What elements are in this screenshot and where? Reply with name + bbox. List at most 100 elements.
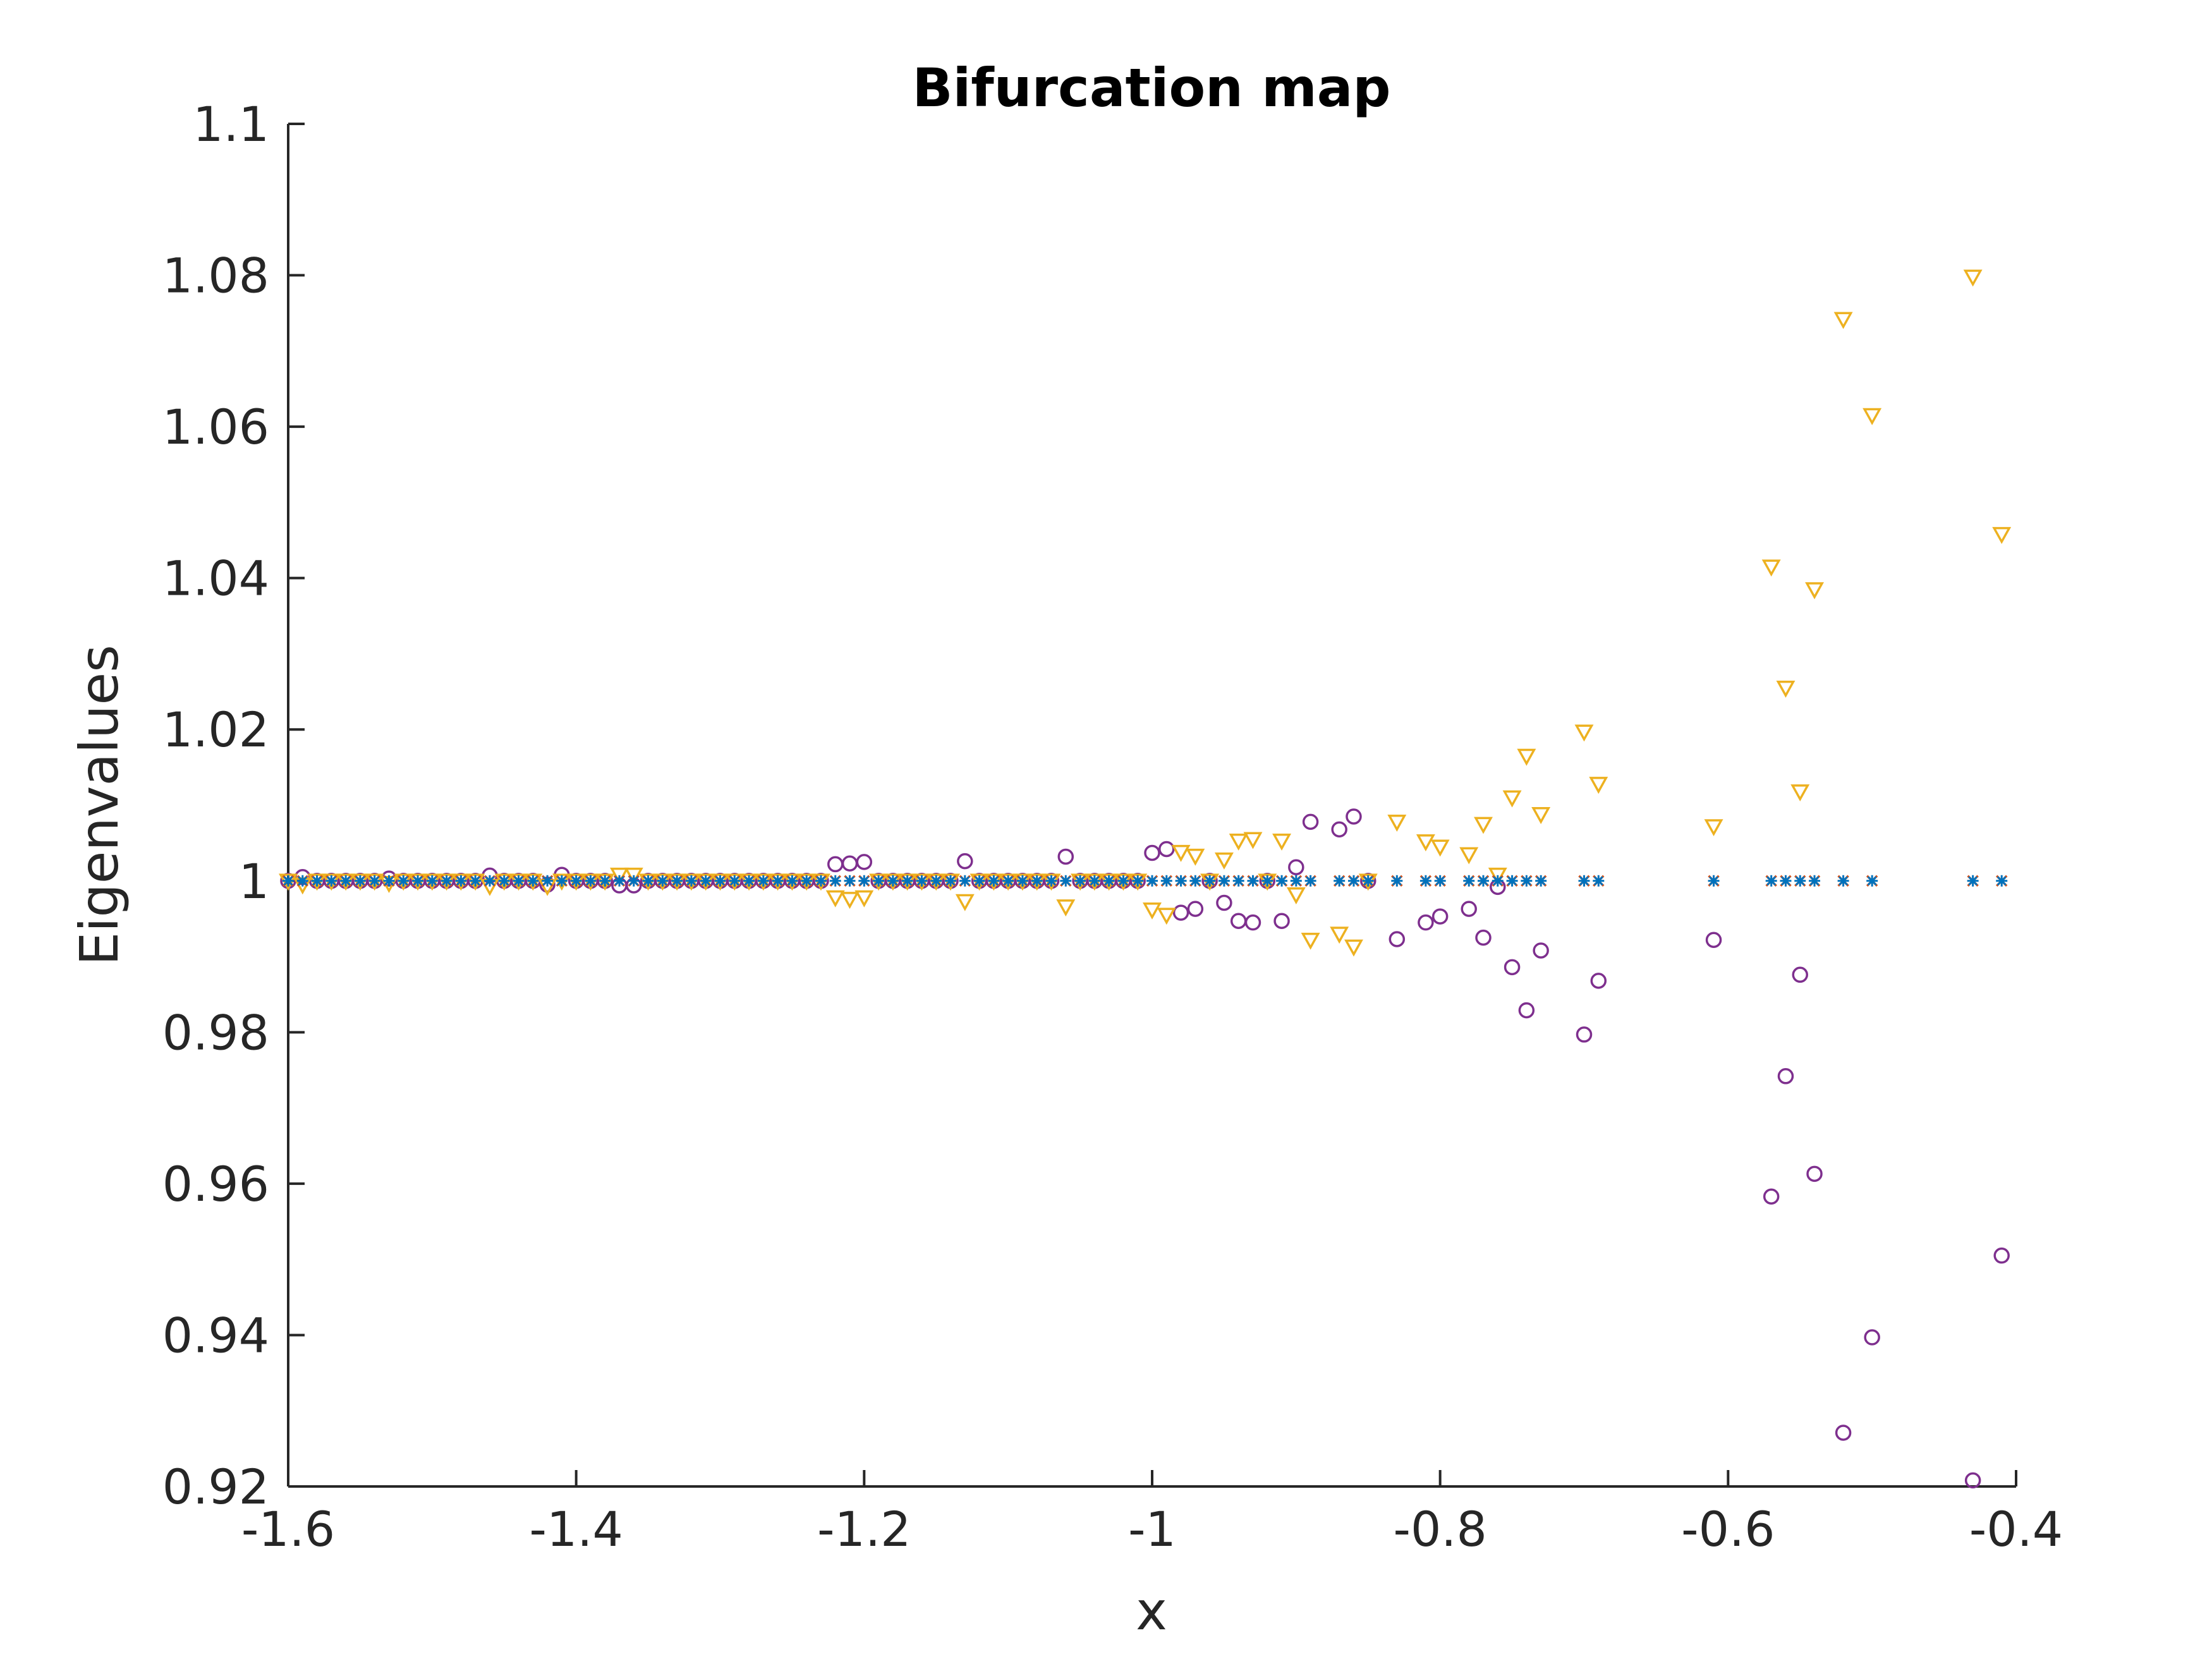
point-triangle (1143, 902, 1162, 920)
point-asterisk (1117, 875, 1129, 887)
point-asterisk (945, 875, 957, 887)
point-asterisk (599, 875, 611, 887)
point-asterisk (1347, 875, 1359, 887)
point-asterisk (1103, 875, 1115, 887)
point-circle (1504, 959, 1521, 976)
point-triangle (1430, 839, 1450, 857)
point-asterisk (1506, 875, 1518, 887)
point-circle (957, 853, 973, 870)
point-circle (1158, 841, 1175, 858)
point-circle (1244, 914, 1261, 931)
point-triangle (1574, 724, 1594, 742)
point-asterisk (786, 875, 798, 887)
point-asterisk (1218, 875, 1230, 887)
point-asterisk (383, 875, 395, 887)
point-triangle (1243, 832, 1263, 849)
point-asterisk (1304, 875, 1316, 887)
point-circle (1763, 1188, 1780, 1205)
point-triangle (1056, 899, 1076, 917)
chart-title: Bifurcation map (912, 57, 1390, 119)
point-asterisk (916, 875, 928, 887)
point-asterisk (1967, 875, 1979, 887)
point-asterisk (354, 875, 366, 887)
y-tick-label: 0.96 (162, 1156, 269, 1212)
point-asterisk (829, 875, 841, 887)
x-tick-label: -0.4 (1969, 1501, 2063, 1557)
point-circle (1533, 942, 1549, 959)
point-asterisk (1074, 875, 1086, 887)
point-circle (856, 854, 873, 870)
x-tick-label: -1.2 (817, 1501, 911, 1557)
point-triangle (1286, 887, 1306, 904)
point-asterisk (844, 875, 856, 887)
x-ticks: -1.6 -1.4 -1.2 -1 -0.8 -0.6 -0.4 (241, 1470, 2063, 1557)
point-asterisk (368, 875, 380, 887)
data-points (279, 269, 2012, 1489)
point-asterisk (1391, 875, 1403, 887)
point-circle (1964, 1472, 1981, 1489)
point-asterisk (973, 875, 985, 887)
point-asterisk (1996, 875, 2008, 887)
point-circle (1346, 808, 1362, 825)
point-asterisk (1419, 875, 1431, 887)
point-circle (1461, 901, 1477, 917)
point-circle (1475, 929, 1492, 946)
point-asterisk (1290, 875, 1302, 887)
point-asterisk (1146, 875, 1158, 887)
point-asterisk (642, 875, 654, 887)
y-tick-label: 1.1 (193, 96, 269, 152)
y-axis-label: Eigenvalues (68, 645, 130, 966)
point-triangle (1301, 932, 1320, 950)
point-triangle (1474, 817, 1493, 834)
point-asterisk (1794, 875, 1806, 887)
point-asterisk (1132, 875, 1144, 887)
y-tick-label: 0.94 (162, 1307, 269, 1363)
point-circle (1273, 913, 1290, 930)
point-asterisk (1463, 875, 1475, 887)
point-circle (1590, 973, 1607, 989)
point-triangle (1992, 526, 2012, 544)
point-asterisk (498, 875, 510, 887)
point-circle (1576, 1026, 1593, 1043)
point-asterisk (340, 875, 352, 887)
point-triangle (1214, 852, 1234, 870)
point-asterisk (1045, 875, 1057, 887)
point-asterisk (887, 875, 899, 887)
point-asterisk (628, 875, 640, 887)
point-asterisk (1276, 875, 1288, 887)
point-asterisk (1334, 875, 1346, 887)
point-asterisk (1593, 875, 1605, 887)
point-circle (1864, 1329, 1880, 1346)
y-tick-label: 1.04 (162, 550, 269, 607)
point-triangle (1186, 848, 1205, 866)
x-tick-label: -0.8 (1394, 1501, 1487, 1557)
point-circle (1389, 931, 1406, 947)
point-asterisk (325, 875, 337, 887)
point-circle (1216, 894, 1232, 911)
point-asterisk (441, 875, 453, 887)
point-circle (1144, 844, 1160, 861)
point-asterisk (1780, 875, 1792, 887)
point-asterisk (988, 875, 1000, 887)
point-circle (1057, 848, 1074, 865)
point-asterisk (657, 875, 669, 887)
point-asterisk (930, 875, 942, 887)
y-tick-label: 0.98 (162, 1004, 269, 1060)
point-triangle (1531, 807, 1551, 824)
point-asterisk (729, 875, 741, 887)
point-triangle (1863, 408, 1882, 425)
point-asterisk (513, 875, 525, 887)
point-asterisk (556, 875, 568, 887)
point-asterisk (311, 875, 323, 887)
point-asterisk (470, 875, 482, 887)
point-triangle (1157, 908, 1176, 925)
point-asterisk (1478, 875, 1490, 887)
point-asterisk (772, 875, 784, 887)
x-tick-label: -1.6 (241, 1501, 335, 1557)
point-triangle (825, 890, 845, 908)
point-asterisk (815, 875, 827, 887)
point-asterisk (1708, 875, 1720, 887)
point-triangle (1761, 559, 1781, 577)
point-asterisk (1002, 875, 1014, 887)
